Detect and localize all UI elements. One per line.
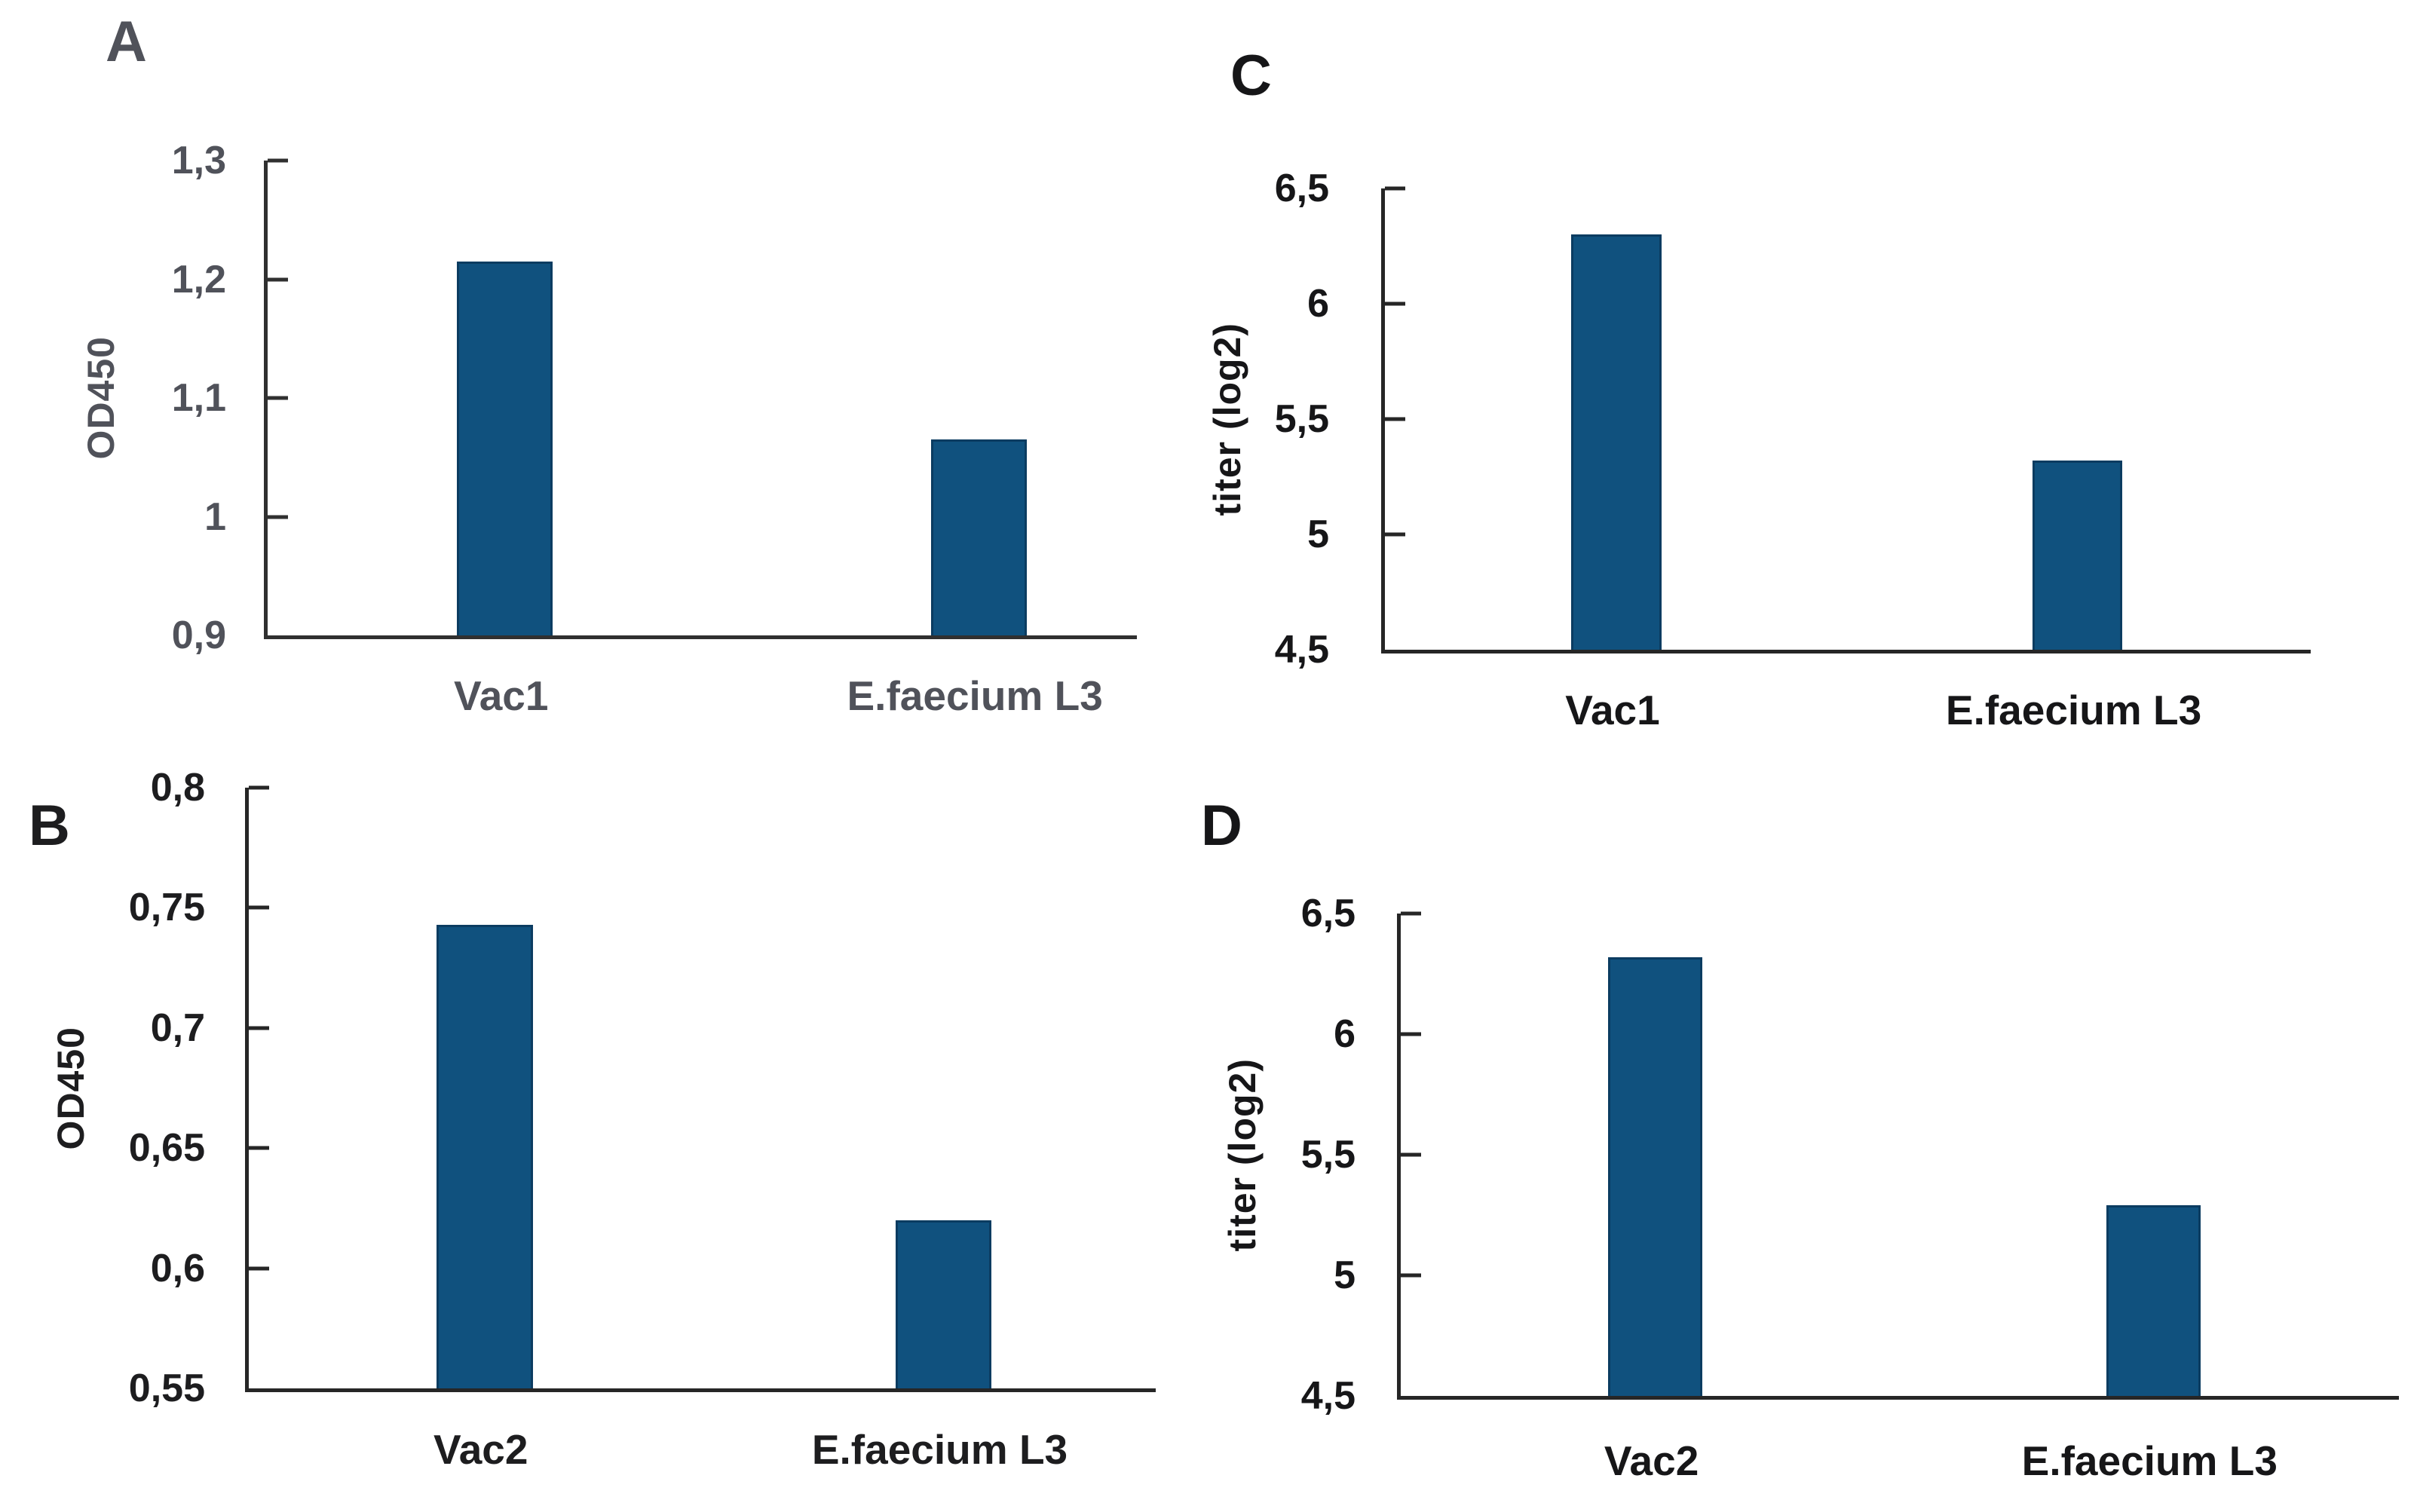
- bar-vac1: [1571, 234, 1662, 650]
- y-tick-label: 6,5: [1274, 167, 1329, 210]
- y-tick-label: 0,9: [171, 614, 226, 657]
- y-axis-tick-mark: [249, 785, 269, 790]
- y-axis-tick-mark: [1385, 301, 1405, 306]
- x-category-label: Vac2: [1604, 1437, 1699, 1484]
- y-tick-label: 0,8: [150, 766, 205, 810]
- bar-e-faecium-l3: [930, 439, 1027, 635]
- y-axis-tick-mark: [268, 396, 288, 400]
- panel-D-y-tick-labels: 6,5 6 5,5 5 4,5: [1127, 894, 1356, 1416]
- panel-C-plot-area: [1381, 186, 2311, 653]
- bar-e-faecium-l3: [2106, 1205, 2201, 1396]
- y-axis-tick-mark: [1401, 1032, 1421, 1036]
- y-tick-label: 0,7: [150, 1005, 205, 1050]
- y-tick-label: 1: [204, 494, 226, 539]
- y-axis-tick-mark: [268, 158, 288, 163]
- y-axis-tick-mark: [1401, 1273, 1421, 1278]
- y-axis-tick-mark: [1385, 186, 1405, 191]
- x-category-label: Vac1: [1565, 687, 1660, 733]
- x-category-label: E.faecium L3: [2021, 1437, 2278, 1484]
- y-tick-label: 0,75: [128, 886, 205, 930]
- panel-label-D: D: [1201, 794, 1243, 858]
- y-tick-label: 5,5: [1300, 1133, 1356, 1177]
- bar-vac2: [437, 924, 533, 1388]
- panel-A-x-axis-labels: Vac1 E.faecium L3: [264, 673, 1133, 733]
- y-tick-label: 6,5: [1300, 892, 1356, 935]
- y-tick-label: 6: [1307, 282, 1329, 326]
- y-axis-tick-mark: [1401, 911, 1421, 916]
- panel-label-C: C: [1230, 44, 1273, 108]
- y-tick-label: 0,55: [128, 1367, 205, 1410]
- panel-label-B: B: [29, 794, 71, 858]
- x-category-label: E.faecium L3: [1945, 687, 2202, 733]
- y-tick-label: 1,1: [171, 376, 226, 420]
- y-axis-tick-mark: [249, 1266, 269, 1271]
- x-category-label: Vac1: [454, 672, 549, 719]
- panel-C-x-axis-labels: Vac1 E.faecium L3: [1381, 687, 2307, 748]
- y-axis-tick-mark: [249, 1146, 269, 1150]
- y-axis-tick-mark: [1385, 532, 1405, 537]
- panel-D-x-axis-labels: Vac2 E.faecium L3: [1397, 1438, 2395, 1498]
- bar-e-faecium-l3: [895, 1220, 992, 1388]
- y-tick-label: 1,2: [171, 257, 226, 301]
- panel-D-plot-area: [1397, 911, 2399, 1400]
- panel-A-plot-area: [264, 158, 1137, 639]
- x-category-label: E.faecium L3: [847, 672, 1103, 719]
- bar-e-faecium-l3: [2032, 461, 2123, 650]
- y-tick-label: 1,3: [171, 139, 226, 182]
- y-axis-tick-mark: [1401, 1152, 1421, 1157]
- x-category-label: Vac2: [433, 1426, 528, 1473]
- y-axis-tick-mark: [268, 277, 288, 281]
- y-tick-label: 4,5: [1274, 628, 1329, 672]
- y-axis-tick-mark: [249, 905, 269, 910]
- y-tick-label: 5: [1307, 513, 1329, 556]
- y-tick-label: 0,65: [128, 1126, 205, 1171]
- x-category-label: E.faecium L3: [811, 1426, 1068, 1473]
- y-axis-tick-mark: [268, 515, 288, 519]
- panel-B-y-tick-labels: 0,8 0,75 0,7 0,65 0,6 0,55: [0, 768, 205, 1408]
- y-axis-tick-mark: [249, 1026, 269, 1030]
- y-tick-label: 5,5: [1274, 397, 1329, 441]
- y-tick-label: 6: [1334, 1012, 1356, 1056]
- panel-B-x-axis-labels: Vac2 E.faecium L3: [245, 1427, 1152, 1487]
- panel-label-A: A: [106, 10, 148, 74]
- y-axis-tick-mark: [1385, 417, 1405, 421]
- y-tick-label: 0,6: [150, 1246, 205, 1290]
- y-tick-label: 4,5: [1300, 1374, 1356, 1418]
- panel-C-y-tick-labels: 6,5 6 5,5 5 4,5: [1101, 169, 1329, 669]
- panel-A-y-tick-labels: 1,3 1,2 1,1 1 0,9: [0, 141, 226, 655]
- panel-B-plot-area: [245, 785, 1156, 1392]
- y-tick-label: 5: [1334, 1253, 1356, 1297]
- bar-vac2: [1608, 956, 1702, 1396]
- bar-vac1: [457, 261, 553, 635]
